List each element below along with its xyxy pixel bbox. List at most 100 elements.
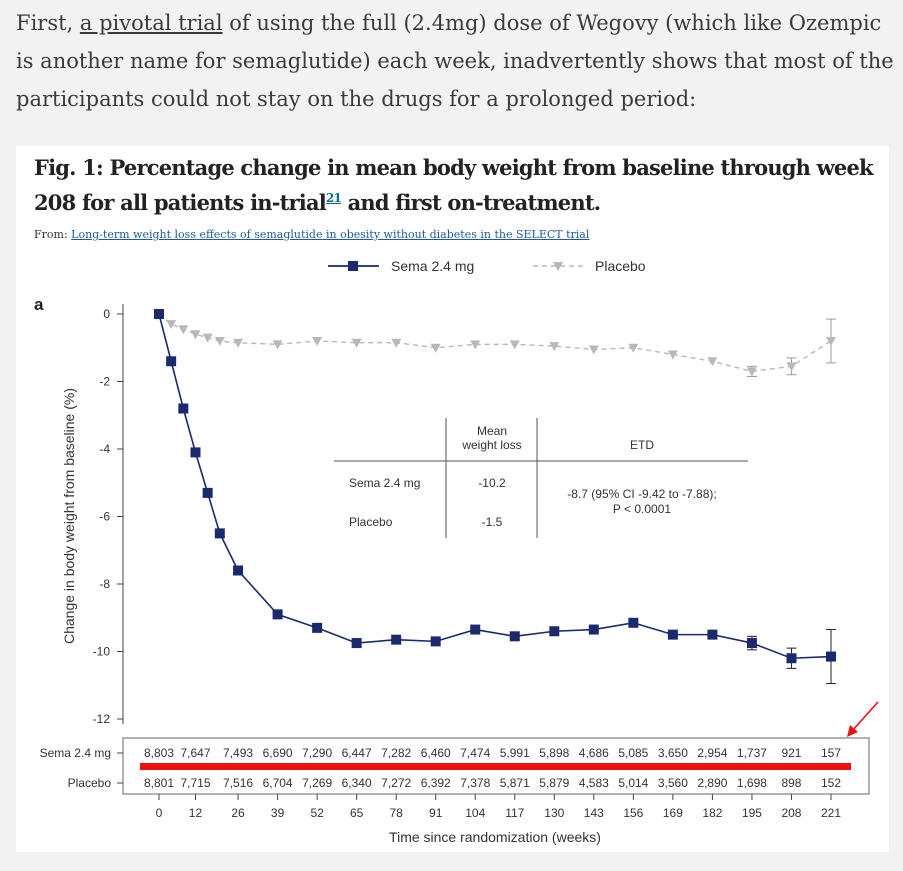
y-tick-label: -10 (93, 645, 111, 659)
sema-point (509, 631, 520, 642)
x-tick-label: 117 (505, 806, 524, 820)
at-risk-cell: 3,650 (658, 746, 688, 760)
at-risk-cell: 5,991 (500, 746, 530, 760)
placebo-point (430, 343, 441, 353)
sema-point (786, 653, 797, 664)
placebo-line (158, 313, 832, 373)
placebo-point (214, 337, 225, 346)
sema-point (707, 629, 718, 640)
sema-point (667, 629, 678, 640)
at-risk-cell: 6,447 (342, 746, 372, 760)
sema-point (470, 624, 481, 635)
at-risk-cell: 7,290 (302, 746, 332, 760)
placebo-point (312, 337, 323, 346)
at-risk-cell: 6,392 (421, 776, 451, 790)
inset-header-etd: ETD (630, 438, 654, 452)
legend-placebo-marker (553, 262, 563, 271)
intro-paragraph: First, a pivotal trial of using the full… (16, 4, 896, 118)
inset-header-mean: Mean (477, 424, 507, 438)
legend-sema-marker (348, 261, 358, 271)
placebo-point (351, 338, 362, 348)
sema-point (233, 565, 244, 576)
sema-line (158, 313, 832, 660)
inset-row-label: Placebo (349, 515, 393, 529)
legend-placebo-label: Placebo (595, 258, 646, 274)
placebo-point (391, 338, 402, 348)
at-risk-cell: 5,898 (539, 746, 569, 760)
inset-etd-value: -8.7 (95% CI -9.42 to -7.88); (567, 487, 716, 501)
at-risk-cell: 1,737 (737, 746, 767, 760)
placebo-point (667, 350, 678, 360)
reference-link[interactable]: 21 (325, 191, 342, 205)
at-risk-cell: 7,516 (223, 776, 253, 790)
placebo-point (233, 338, 244, 348)
at-risk-cell: 1,698 (737, 776, 767, 790)
sema-point (214, 528, 225, 539)
placebo-point (166, 320, 177, 330)
placebo-point (509, 340, 520, 350)
x-tick-label: 78 (389, 806, 403, 820)
at-risk-cell: 898 (781, 776, 801, 790)
annotation-arrow-shaft (851, 701, 879, 732)
annotations (140, 701, 879, 770)
at-risk-cell: 5,871 (500, 776, 530, 790)
inset-row-value: -10.2 (478, 476, 506, 490)
figure-card: Fig. 1: Percentage change in mean body w… (16, 146, 889, 852)
sema-point (166, 356, 177, 367)
placebo-point (588, 345, 599, 355)
at-risk-cell: 2,954 (697, 746, 727, 760)
figure-source: From: Long-term weight loss effects of s… (34, 228, 589, 241)
at-risk-cell: 6,704 (263, 776, 293, 790)
sema-point (202, 487, 213, 498)
placebo-point (628, 343, 639, 353)
annotation-arrow-head (847, 725, 858, 737)
placebo-point (746, 367, 757, 377)
intro-prefix: First, (16, 11, 80, 35)
at-risk-cell: 3,560 (658, 776, 688, 790)
sema-point (826, 651, 836, 662)
from-label: From: (34, 228, 72, 241)
panel-label: a (34, 295, 44, 314)
at-risk-row-label: Sema 2.4 mg (40, 746, 111, 760)
y-tick-label: -6 (99, 510, 110, 524)
at-risk-border (122, 737, 870, 795)
sema-point (272, 609, 283, 620)
x-tick-label: 130 (544, 806, 564, 820)
at-risk-cell: 4,686 (579, 746, 609, 760)
x-tick-label: 26 (231, 806, 245, 820)
at-risk-cell: 7,474 (460, 746, 490, 760)
sema-point (746, 638, 757, 649)
at-risk-cell: 7,715 (180, 776, 210, 790)
x-axis-label: Time since randomization (weeks) (389, 829, 601, 845)
placebo-point (826, 337, 836, 346)
sema-point (190, 447, 201, 458)
at-risk-cell: 6,460 (421, 746, 451, 760)
at-risk-cell: 4,583 (579, 776, 609, 790)
placebo-point (190, 330, 201, 340)
at-risk-cell: 8,803 (144, 746, 174, 760)
at-risk-cell: 921 (781, 746, 801, 760)
placebo-point (549, 342, 560, 352)
at-risk-cell: 6,340 (342, 776, 372, 790)
at-risk-cell: 5,085 (618, 746, 648, 760)
inset-row-value: -1.5 (482, 515, 503, 529)
sema-point (154, 309, 164, 319)
sema-point (312, 622, 323, 633)
chart-series (154, 309, 836, 685)
x-tick-label: 12 (189, 806, 203, 820)
at-risk-cell: 7,272 (381, 776, 411, 790)
placebo-point (470, 340, 481, 350)
pivotal-trial-link[interactable]: a pivotal trial (79, 11, 223, 35)
inset-row-label: Sema 2.4 mg (349, 476, 420, 490)
x-tick-label: 39 (271, 806, 285, 820)
x-tick-label: 156 (623, 806, 643, 820)
at-risk-cell: 6,690 (263, 746, 293, 760)
sema-point (549, 626, 560, 637)
x-tick-label: 143 (584, 806, 604, 820)
sema-point (178, 403, 189, 414)
source-article-link[interactable]: Long-term weight loss effects of semaglu… (71, 228, 590, 241)
sema-point (628, 617, 639, 628)
legend-sema-label: Sema 2.4 mg (391, 258, 474, 274)
at-risk-cell: 7,269 (302, 776, 332, 790)
x-tick-label: 182 (702, 806, 722, 820)
